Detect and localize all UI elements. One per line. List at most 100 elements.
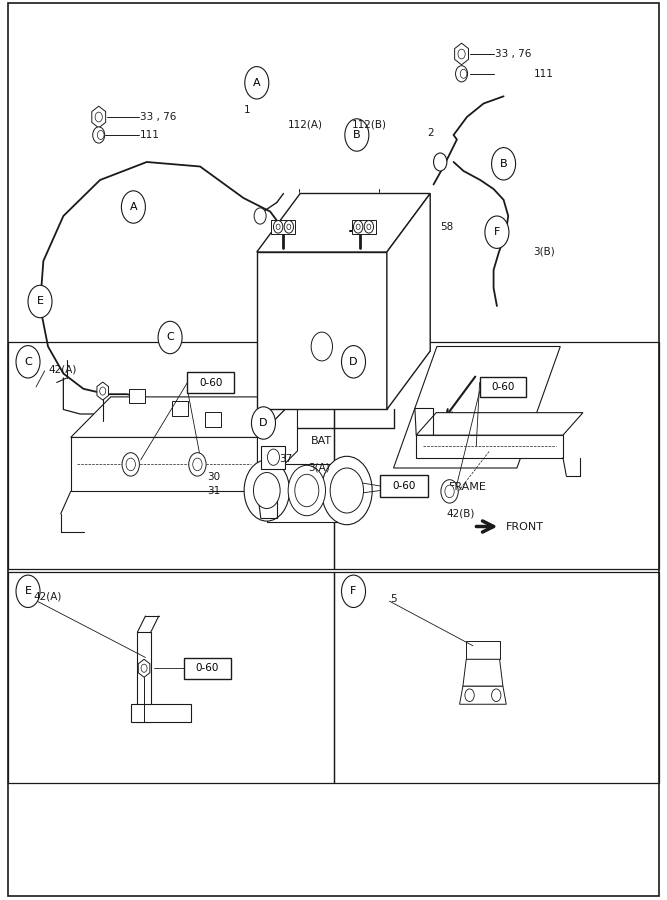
Text: FRONT: FRONT [506,521,544,532]
Circle shape [267,449,279,465]
Text: 0-60: 0-60 [392,481,416,491]
Polygon shape [257,397,297,491]
Circle shape [284,220,293,233]
Circle shape [16,346,40,378]
Text: C: C [166,332,174,343]
Circle shape [354,220,363,233]
Circle shape [189,453,206,476]
Circle shape [245,67,269,99]
Text: FRAME: FRAME [450,482,487,491]
Text: 33 , 76: 33 , 76 [140,112,177,122]
Circle shape [95,112,102,122]
Circle shape [456,66,468,82]
Bar [261,446,285,469]
Text: 58: 58 [440,221,454,232]
Text: 30: 30 [207,472,220,482]
Text: BAT: BAT [311,436,332,446]
Circle shape [254,208,266,224]
Circle shape [287,224,291,230]
Bar [8,572,334,783]
Circle shape [158,321,182,354]
Circle shape [321,456,372,525]
Circle shape [445,485,454,498]
Text: A: A [129,202,137,212]
Text: 0-60: 0-60 [199,377,223,388]
Circle shape [492,689,501,702]
Text: E: E [25,586,31,597]
Circle shape [311,332,333,361]
Text: 31: 31 [207,486,220,497]
Bar [129,389,145,403]
Circle shape [93,127,105,143]
Circle shape [460,69,467,78]
Text: E: E [37,296,43,307]
Circle shape [193,458,202,471]
Text: 33 , 76: 33 , 76 [495,49,532,59]
Circle shape [356,224,360,230]
Polygon shape [257,252,387,410]
Circle shape [364,220,374,233]
Polygon shape [463,659,503,686]
Bar [271,220,295,234]
Circle shape [441,480,458,503]
Circle shape [295,474,319,507]
Polygon shape [460,686,506,704]
Text: 1: 1 [243,104,250,115]
Bar [184,658,231,679]
Polygon shape [394,346,560,468]
Text: C: C [24,356,32,367]
Bar [480,376,526,398]
Circle shape [465,689,474,702]
Circle shape [244,460,289,521]
Text: 2: 2 [427,128,434,139]
Circle shape [458,50,465,58]
Circle shape [122,453,139,476]
Polygon shape [71,437,257,491]
Text: 42(B): 42(B) [446,508,475,519]
Circle shape [253,472,280,508]
Bar [8,342,334,569]
Text: 112(A): 112(A) [288,119,323,130]
Circle shape [345,119,369,151]
Bar [334,572,659,783]
Polygon shape [137,632,151,722]
Circle shape [99,387,105,395]
Polygon shape [387,194,430,410]
Polygon shape [257,194,430,252]
Circle shape [251,407,275,439]
Circle shape [367,224,371,230]
Polygon shape [71,397,297,437]
Text: 37: 37 [279,454,292,464]
Text: 112(B): 112(B) [352,119,387,130]
Text: 111: 111 [534,68,554,79]
Text: A: A [253,77,261,88]
Circle shape [16,575,40,608]
Bar [187,373,234,392]
Circle shape [288,465,325,516]
Text: 111: 111 [140,130,160,140]
Circle shape [273,220,283,233]
Polygon shape [466,641,500,659]
Circle shape [330,468,364,513]
Circle shape [276,224,280,230]
Bar [334,342,659,569]
Bar [172,401,188,416]
Text: 42(A): 42(A) [48,364,77,374]
Polygon shape [455,43,468,65]
Text: 5: 5 [390,593,397,604]
Circle shape [126,458,135,471]
Polygon shape [92,106,105,128]
Circle shape [342,575,366,608]
Text: D: D [350,356,358,367]
Text: 0-60: 0-60 [195,663,219,673]
Circle shape [485,216,509,248]
Text: 42(A): 42(A) [33,591,62,602]
Polygon shape [138,659,150,677]
Circle shape [434,153,447,171]
Text: 3(A): 3(A) [308,463,330,473]
Polygon shape [416,436,563,458]
Circle shape [28,285,52,318]
Circle shape [97,130,104,140]
Text: B: B [500,158,508,169]
Circle shape [342,346,366,378]
